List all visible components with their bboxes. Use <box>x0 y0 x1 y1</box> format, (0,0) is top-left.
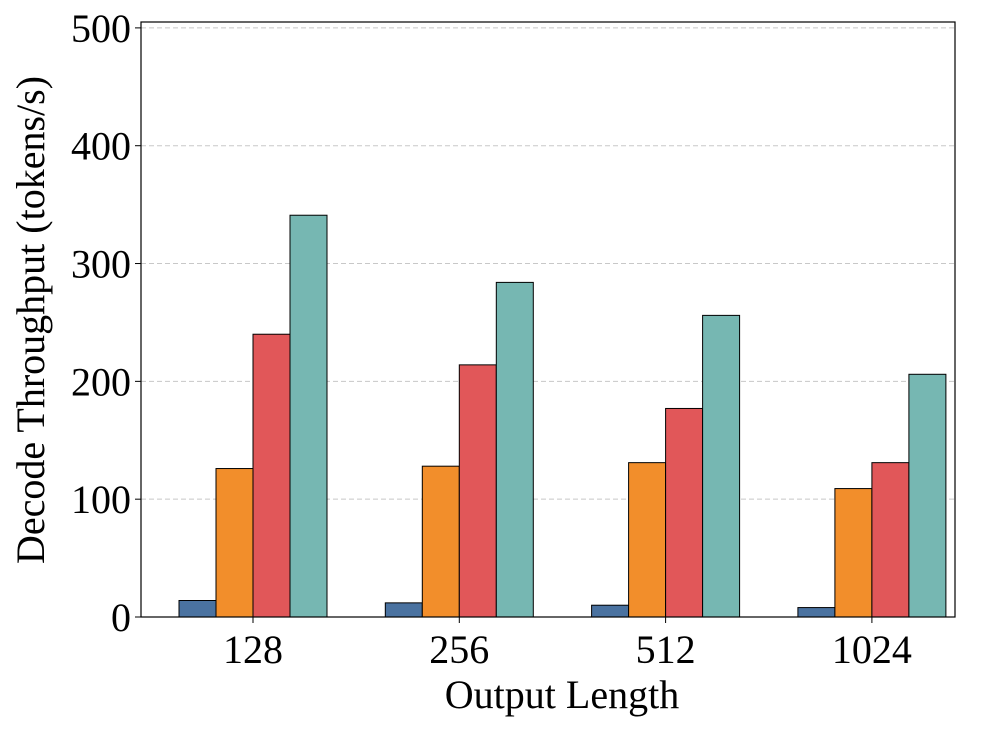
bar <box>628 462 667 618</box>
y-tick-label: 300 <box>71 242 131 287</box>
y-tick-label: 0 <box>111 595 131 640</box>
bar <box>834 488 873 618</box>
bar <box>495 281 534 618</box>
y-tick-label: 400 <box>71 124 131 169</box>
x-tick-label: 128 <box>223 627 283 672</box>
bar <box>871 462 910 618</box>
bar <box>215 468 254 618</box>
bar <box>908 373 947 618</box>
plot-frame <box>140 21 956 618</box>
bar <box>289 214 328 618</box>
bar <box>702 314 741 618</box>
bar <box>665 407 704 618</box>
x-tick-label: 1024 <box>832 627 912 672</box>
bar <box>797 607 836 618</box>
y-tick-label: 100 <box>71 477 131 522</box>
y-axis-label: Decode Throughput (tokens/s) <box>8 76 53 564</box>
bar <box>178 600 217 618</box>
bar <box>591 604 630 618</box>
x-tick-label: 256 <box>429 627 489 672</box>
y-tick-label: 500 <box>71 6 131 51</box>
x-axis-label: Output Length <box>445 672 679 717</box>
y-tick-label: 200 <box>71 359 131 404</box>
bar <box>252 333 291 618</box>
bar <box>384 602 423 618</box>
x-tick-label: 512 <box>636 627 696 672</box>
bar <box>421 465 460 618</box>
bar <box>458 364 497 618</box>
